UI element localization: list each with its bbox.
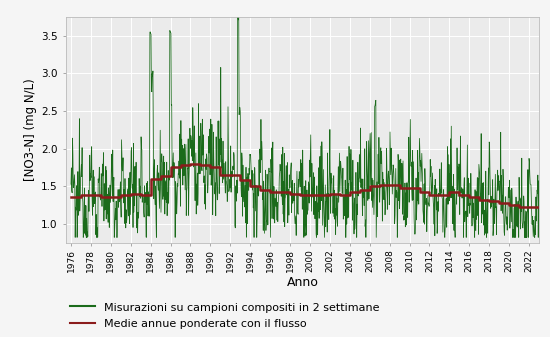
Legend: Misurazioni su campioni compositi in 2 settimane, Medie annue ponderate con il f: Misurazioni su campioni compositi in 2 s… xyxy=(66,298,384,334)
X-axis label: Anno: Anno xyxy=(287,276,318,289)
Y-axis label: [NO3-N] (mg N/L): [NO3-N] (mg N/L) xyxy=(24,79,37,181)
